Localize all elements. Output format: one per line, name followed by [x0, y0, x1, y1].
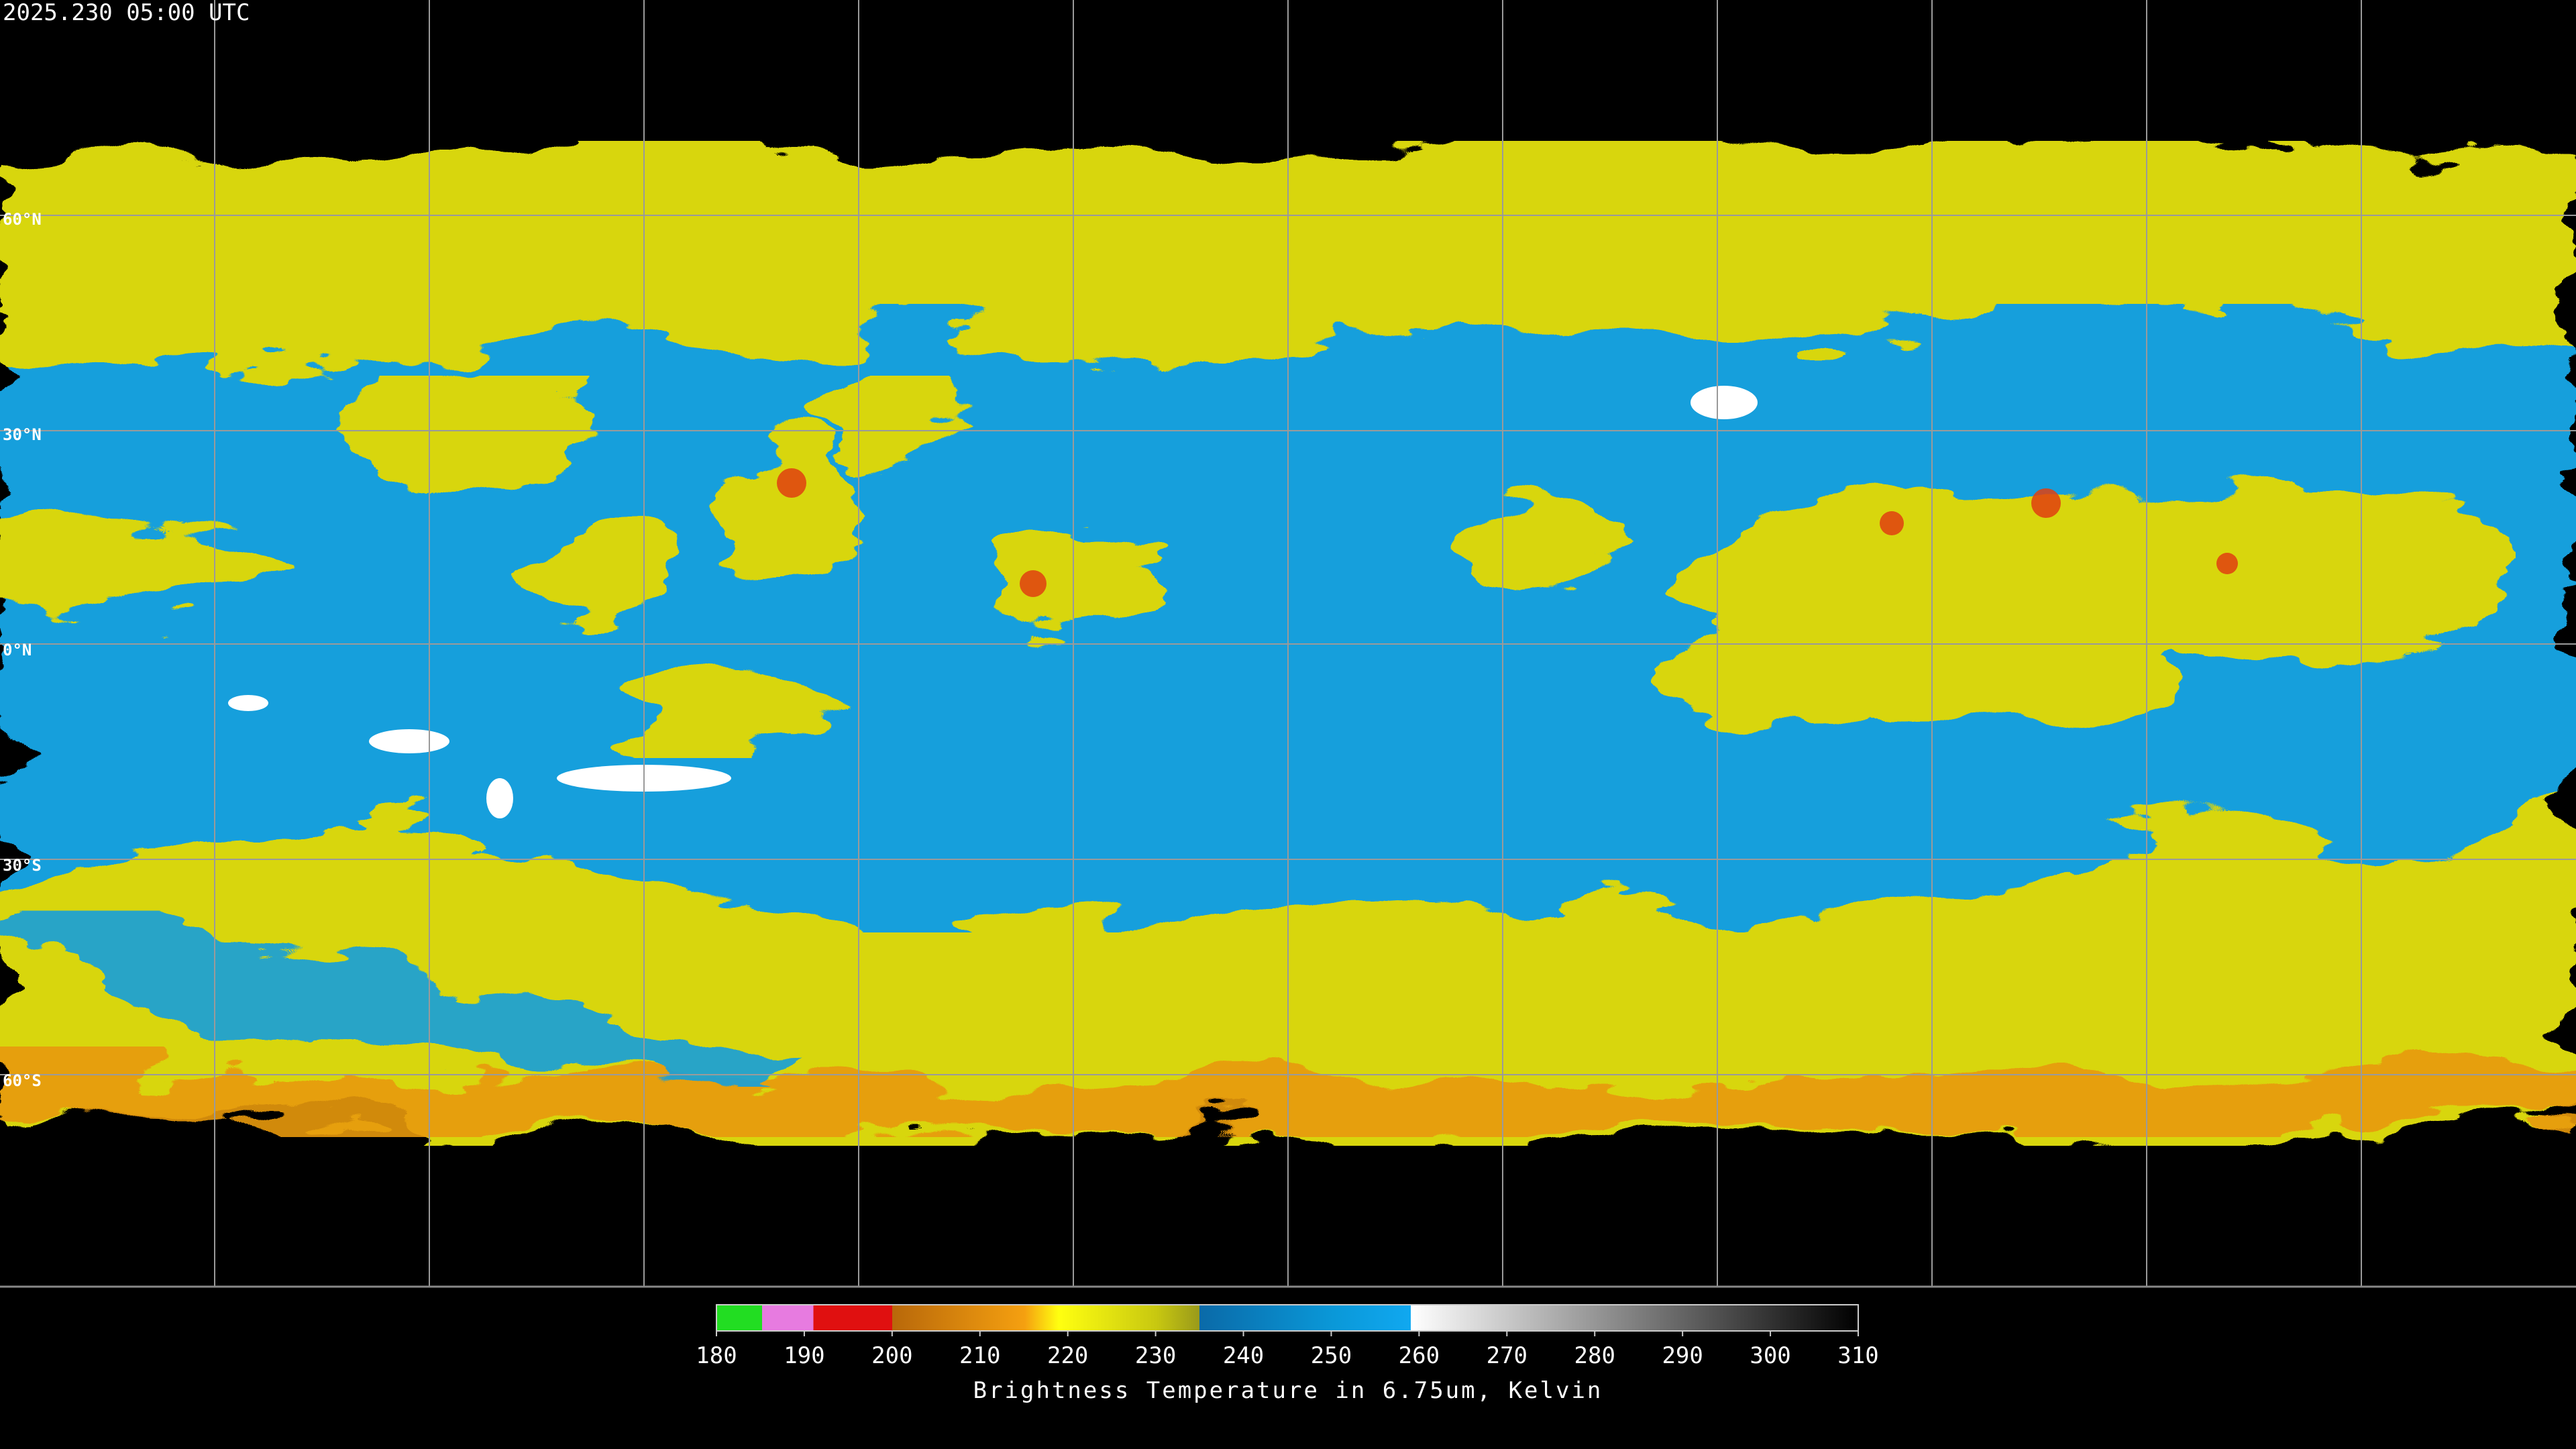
colorbar-tick-label: 200	[871, 1342, 912, 1369]
latitude-label: 30°N	[3, 425, 42, 444]
latitude-label: 60°N	[3, 210, 42, 229]
colorbar-label: Brightness Temperature in 6.75um, Kelvin	[973, 1377, 1603, 1404]
colorbar	[716, 1304, 1859, 1332]
colorbar-tick-label: 260	[1399, 1342, 1440, 1369]
colorbar-tick-label: 210	[959, 1342, 1000, 1369]
timestamp: 2025.230 05:00 UTC	[3, 0, 250, 26]
colorbar-tick-label: 280	[1574, 1342, 1615, 1369]
colorbar-tick-label: 290	[1662, 1342, 1703, 1369]
graticule	[0, 0, 2576, 1287]
colorbar-tick-label: 250	[1311, 1342, 1352, 1369]
colorbar-tick-label: 310	[1837, 1342, 1878, 1369]
colorbar-tick-label: 180	[696, 1342, 737, 1369]
colorbar-tick-label: 220	[1047, 1342, 1088, 1369]
colorbar-tick-label: 270	[1487, 1342, 1527, 1369]
latitude-label: 0°N	[3, 641, 32, 659]
colorbar-tick-label: 300	[1750, 1342, 1790, 1369]
latitude-label: 60°S	[3, 1071, 42, 1090]
colorbar-tick-label: 190	[784, 1342, 824, 1369]
colorbar-tick-label: 240	[1223, 1342, 1264, 1369]
latitude-label: 30°S	[3, 856, 42, 875]
colorbar-tick-label: 230	[1135, 1342, 1176, 1369]
